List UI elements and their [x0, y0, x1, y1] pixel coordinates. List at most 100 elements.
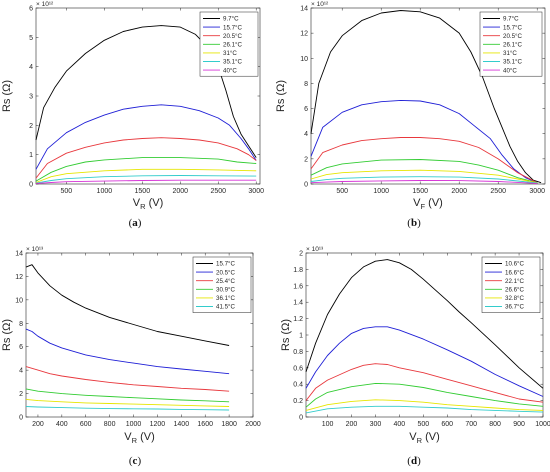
series-line-4	[310, 169, 538, 184]
legend-label: 36.1°C	[216, 295, 236, 302]
legend-label: 9.7°C	[503, 16, 519, 23]
x-tick-label: 200	[32, 421, 44, 428]
x-tick-label: 1500	[412, 188, 428, 195]
legend-label: 26.1°C	[503, 42, 523, 49]
series-line-3	[35, 157, 257, 182]
x-tick-label: 1500	[135, 188, 151, 195]
legend-label: 15.7°C	[216, 261, 236, 268]
caption-letter: a	[132, 217, 138, 229]
y-tick-label: 2	[299, 251, 303, 258]
x-axis-label-main: V	[124, 431, 132, 443]
x-tick-label: 600	[441, 421, 453, 428]
y-tick-label: 3	[29, 94, 33, 101]
caption-letter: d	[411, 455, 417, 467]
y-tick-label: 4	[19, 368, 23, 375]
series-line-5	[35, 175, 257, 184]
series-line-0	[310, 10, 542, 184]
series-line-1	[310, 99, 538, 184]
y-tick-label: 1	[299, 333, 303, 340]
x-tick-label: 700	[465, 421, 477, 428]
x-axis-label-sub: R	[417, 436, 423, 445]
x-axis-label: VR (V)	[133, 197, 164, 211]
legend-label: 20.5°C	[503, 33, 523, 40]
x-axis-label-main: V	[413, 197, 421, 209]
x-axis-label-unit: (V)	[425, 197, 443, 209]
panel-caption: (a)	[129, 217, 142, 229]
series-line-3	[25, 388, 230, 403]
caption-close: )	[137, 455, 141, 467]
chart-panel-a: 500 1000 1500 2000 2500 3000 0 1 2 3 4 5 6× 10¹² 9.7°…	[1, 1, 264, 229]
legend-label: 35.1°C	[223, 59, 243, 66]
x-tick-label: 1000	[373, 188, 389, 195]
x-tick-label: 1000	[126, 421, 142, 428]
y-axis-label: Rs (Ω)	[275, 80, 287, 112]
y-tick-label: 0.2	[293, 398, 303, 405]
series-line-4	[305, 399, 544, 411]
y-tick-label: 1	[29, 152, 33, 159]
series-line-1	[25, 328, 230, 375]
y-tick-label: 10	[15, 297, 23, 304]
panel-caption: (d)	[407, 455, 421, 467]
x-axis-label: VR (V)	[124, 431, 155, 445]
legend-label: 25.4°C	[216, 278, 236, 285]
x-tick-label: 3000	[248, 188, 264, 195]
x-tick-label: 1000	[535, 421, 550, 428]
y-tick-label: 0	[299, 415, 303, 422]
legend-label: 40°C	[503, 67, 517, 74]
x-axis-label-unit: (V)	[137, 431, 155, 443]
x-tick-label: 500	[336, 188, 348, 195]
x-tick-label: 2000	[172, 188, 188, 195]
legend-label: 20.5°C	[216, 269, 236, 276]
y-multiplier: × 10¹²	[36, 1, 54, 8]
legend-label: 41.5°C	[216, 304, 236, 311]
caption-open: (	[407, 455, 411, 467]
caption-letter: c	[133, 455, 138, 467]
panel-caption: (b)	[407, 217, 421, 229]
series-line-2	[25, 366, 230, 392]
x-tick-label: 200	[346, 421, 358, 428]
x-tick-label: 1400	[174, 421, 190, 428]
y-tick-label: 1.4	[293, 300, 303, 307]
series-line-3	[305, 382, 544, 408]
caption-letter: b	[411, 217, 417, 229]
x-axis-label-sub: R	[140, 202, 146, 211]
caption-open: (	[129, 455, 133, 467]
y-tick-label: 1.6	[293, 283, 303, 290]
series-line-6	[310, 180, 538, 184]
x-axis-label-unit: (V)	[146, 197, 164, 209]
y-tick-label: 0.8	[293, 349, 303, 356]
y-tick-label: 6	[29, 6, 33, 13]
y-tick-label: 14	[15, 251, 23, 258]
y-tick-label: 1.8	[293, 267, 303, 274]
legend-box	[481, 256, 541, 313]
y-tick-label: 14	[300, 6, 308, 13]
y-tick-label: 6	[19, 344, 23, 351]
y-tick-label: 0	[19, 415, 23, 422]
series-line-2	[305, 363, 544, 403]
y-tick-label: 4	[29, 64, 33, 71]
legend-label: 31°C	[503, 50, 517, 57]
y-multiplier: × 10¹³	[306, 246, 324, 253]
chart-panel-c: 200 400 600 800 1000 1200 1400 1600 1800 2000 0 2 4 6…	[1, 246, 261, 467]
legend-label: 15.7°C	[503, 24, 523, 31]
x-axis-label-main: V	[133, 197, 141, 209]
x-tick-label: 1800	[221, 421, 237, 428]
x-axis-label: VR (V)	[409, 431, 440, 445]
x-tick-label: 400	[394, 421, 406, 428]
series-line-0	[35, 25, 257, 158]
y-axis-label: Rs (Ω)	[280, 319, 292, 351]
legend-label: 40°C	[223, 67, 237, 74]
y-tick-label: 10	[300, 56, 308, 63]
y-tick-label: 2	[19, 391, 23, 398]
legend-label: 32.8°C	[505, 295, 525, 302]
caption-close: )	[417, 217, 421, 229]
series-line-4	[25, 398, 230, 407]
series-line-1	[305, 326, 544, 397]
caption-close: )	[417, 455, 421, 467]
legend-label: 10.6°C	[505, 261, 525, 268]
legend-label: 30.9°C	[216, 287, 236, 294]
x-tick-label: 400	[56, 421, 68, 428]
y-multiplier: × 10¹²	[311, 1, 329, 8]
series-line-0	[25, 264, 230, 346]
